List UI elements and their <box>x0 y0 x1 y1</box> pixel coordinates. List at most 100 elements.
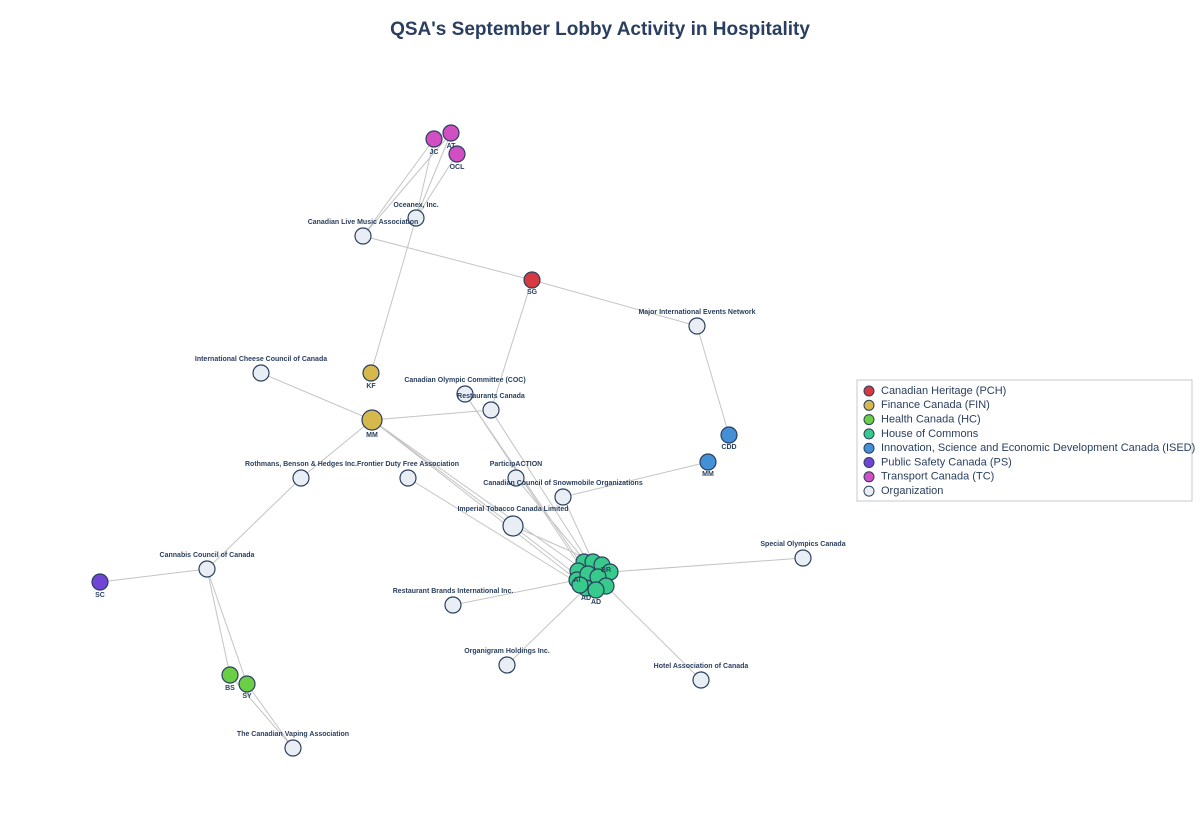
node-label: International Cheese Council of Canada <box>195 356 327 363</box>
edge <box>246 683 294 749</box>
legend-marker[interactable] <box>863 471 875 483</box>
node[interactable] <box>425 130 443 148</box>
legend-label[interactable]: Finance Canada (FIN) <box>881 399 990 411</box>
node-label: OCL <box>450 164 466 171</box>
node-label: Organigram Holdings Inc. <box>464 648 550 655</box>
node[interactable] <box>507 469 525 487</box>
legend-marker[interactable] <box>863 385 875 397</box>
node[interactable] <box>221 666 239 684</box>
node-label: ParticipACTION <box>490 461 543 468</box>
legend-marker[interactable] <box>863 399 875 411</box>
node-label: Canadian Live Music Association <box>308 219 419 226</box>
node-label: BS <box>225 685 235 692</box>
legend-marker[interactable] <box>863 442 875 454</box>
edge <box>370 217 417 374</box>
node[interactable] <box>482 401 500 419</box>
node[interactable] <box>198 560 216 578</box>
edge <box>415 153 458 219</box>
edge <box>696 325 730 436</box>
edge <box>206 477 302 570</box>
edge <box>371 409 492 421</box>
node[interactable] <box>554 488 572 506</box>
edge <box>490 409 599 578</box>
node[interactable] <box>456 385 474 403</box>
edge <box>490 279 533 411</box>
legend-label[interactable]: Health Canada (HC) <box>881 414 981 426</box>
node-label: Rothmans, Benson & Hedges Inc. <box>245 461 357 468</box>
legend-marker[interactable] <box>863 414 875 426</box>
edge <box>464 393 597 591</box>
node[interactable] <box>448 145 466 163</box>
node[interactable] <box>498 656 516 674</box>
node-label: BR <box>601 567 611 574</box>
node[interactable] <box>444 596 462 614</box>
node-label: Special Olympics Canada <box>760 541 845 548</box>
legend-box <box>856 379 1193 502</box>
edge <box>362 132 452 237</box>
node[interactable] <box>361 409 383 431</box>
node[interactable] <box>794 549 812 567</box>
node[interactable] <box>720 426 738 444</box>
legend-label[interactable]: Transport Canada (TC) <box>881 471 994 483</box>
node[interactable] <box>362 364 380 382</box>
edge <box>415 132 452 219</box>
node-label: Restaurants Canada <box>457 393 525 400</box>
node[interactable] <box>284 739 302 757</box>
legend-marker[interactable] <box>863 457 875 468</box>
nodes: JC AT OCL Oceanex, Inc. Canadian Live Music … <box>91 124 846 757</box>
legend-marker[interactable] <box>863 485 875 497</box>
node-label: CDD <box>721 444 736 451</box>
edge <box>506 587 587 666</box>
edge <box>362 235 533 281</box>
edge <box>605 585 702 681</box>
chart-title: QSA's September Lobby Activity in Hospit… <box>390 19 810 40</box>
node[interactable] <box>407 209 425 227</box>
node-label: Canadian Olympic Committee (COC) <box>404 377 525 384</box>
edge <box>371 419 578 581</box>
edge <box>362 138 435 237</box>
node[interactable] <box>91 573 109 591</box>
node[interactable] <box>587 581 605 599</box>
edge <box>531 279 698 327</box>
node-label: SG <box>527 289 538 296</box>
node[interactable] <box>442 124 460 142</box>
node-label: AD <box>591 599 601 606</box>
node[interactable] <box>399 469 417 487</box>
node-label: SY <box>242 693 252 700</box>
edge <box>371 419 514 527</box>
edge <box>206 568 231 676</box>
legend-label[interactable]: Public Safety Canada (PS) <box>881 456 1012 468</box>
edge <box>562 496 594 563</box>
node[interactable] <box>354 227 372 245</box>
node-label: The Canadian Vaping Association <box>237 731 349 738</box>
node-label: Cannabis Council of Canada <box>160 552 255 559</box>
edge <box>609 557 804 573</box>
node-label: MM <box>366 432 378 439</box>
node[interactable] <box>502 515 524 537</box>
node[interactable] <box>252 364 270 382</box>
node[interactable] <box>699 453 717 471</box>
node-label: JC <box>430 149 439 156</box>
legend-label[interactable]: Canadian Heritage (PCH) <box>881 385 1006 397</box>
node[interactable] <box>692 671 710 689</box>
legend-marker[interactable] <box>863 428 875 440</box>
legend-label[interactable]: House of Commons <box>881 428 979 440</box>
edge <box>206 568 248 685</box>
node[interactable] <box>238 675 256 693</box>
node-label: AT <box>447 143 457 150</box>
node[interactable] <box>292 469 310 487</box>
edge <box>260 372 373 421</box>
node-label: Restaurant Brands International Inc. <box>393 588 514 595</box>
node-label: AD <box>581 595 591 602</box>
node[interactable] <box>523 271 541 289</box>
legend-label[interactable]: Organization <box>881 485 943 497</box>
node[interactable] <box>688 317 706 335</box>
node[interactable] <box>571 576 589 594</box>
edges <box>99 132 804 749</box>
edge <box>99 568 208 583</box>
node-label: Major International Events Network <box>638 309 755 316</box>
node-label: Frontier Duty Free Association <box>357 461 459 468</box>
node-label: KF <box>366 383 376 390</box>
legend-label[interactable]: Innovation, Science and Economic Develop… <box>881 442 1195 454</box>
